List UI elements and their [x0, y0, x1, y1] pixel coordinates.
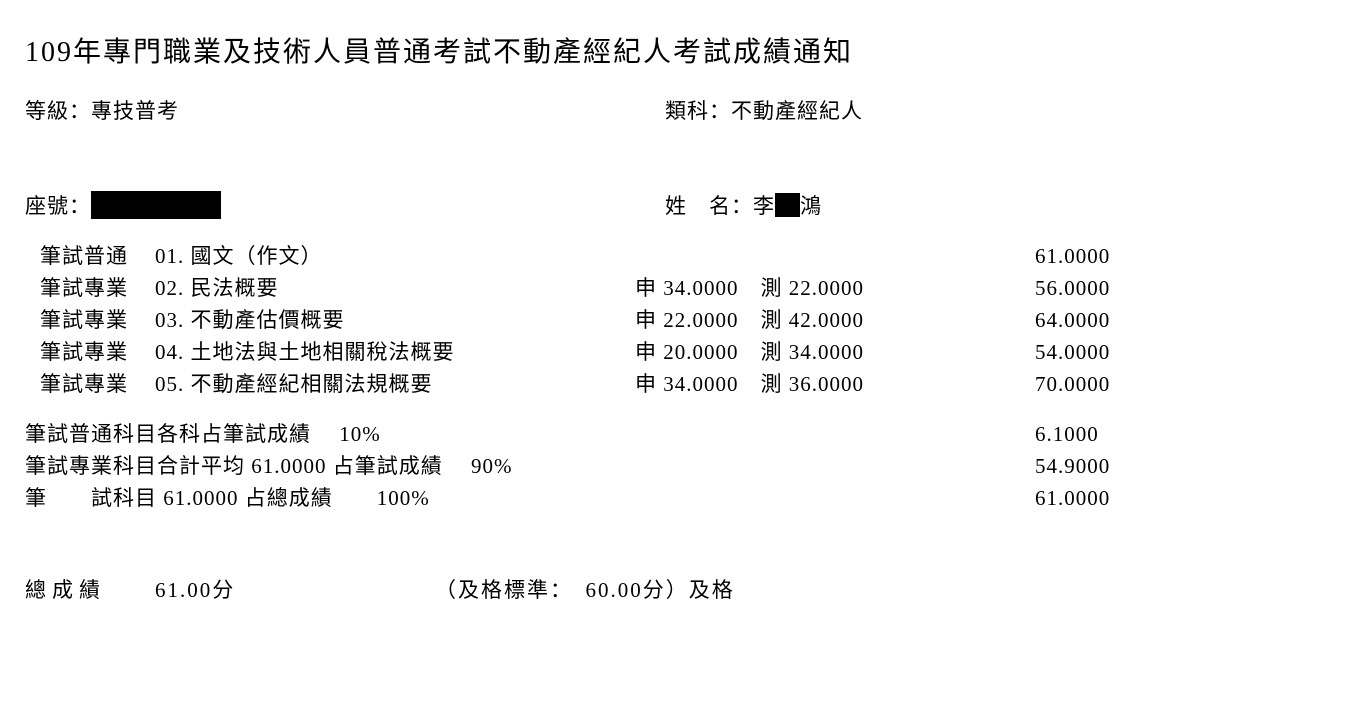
name-label: 姓 名： [665, 190, 753, 220]
subject-category: 筆試專業 [40, 368, 155, 400]
seat-redacted [91, 191, 221, 219]
subject-row: 筆試專業 02. 民法概要 申 34.0000 測 22.0000 56.000… [40, 272, 1334, 304]
level-field: 等級：專技普考 [25, 95, 665, 125]
subjects-list: 筆試普通 01. 國文（作文） 61.0000 筆試專業 02. 民法概要 申 … [40, 240, 1334, 400]
subject-category: 筆試專業 [40, 304, 155, 336]
subject-detail: 申 34.0000 測 22.0000 [635, 272, 1035, 304]
subject-score: 61.0000 [1035, 240, 1165, 272]
summary-row: 筆試普通科目各科占筆試成績 10% 6.1000 [25, 418, 1334, 450]
summary-text: 筆 試科目 61.0000 占總成績 100% [25, 482, 1035, 514]
summary-text: 筆試普通科目各科占筆試成績 10% [25, 418, 1035, 450]
summary-score: 6.1000 [1035, 418, 1165, 450]
summary-row: 筆 試科目 61.0000 占總成績 100% 61.0000 [25, 482, 1334, 514]
name-redacted [775, 193, 800, 217]
subject-name: 03. 不動產估價概要 [155, 304, 635, 336]
subject-score: 70.0000 [1035, 368, 1165, 400]
subject-score: 54.0000 [1035, 336, 1165, 368]
name-surname: 李 [753, 190, 775, 220]
summary-score: 61.0000 [1035, 482, 1165, 514]
subject-detail: 申 34.0000 測 36.0000 [635, 368, 1035, 400]
subject-row: 筆試普通 01. 國文（作文） 61.0000 [40, 240, 1334, 272]
subject-category: 筆試普通 [40, 240, 155, 272]
subject-detail [635, 240, 1035, 272]
subject-row: 筆試專業 04. 土地法與土地相關稅法概要 申 20.0000 測 34.000… [40, 336, 1334, 368]
subject-row: 筆試專業 03. 不動產估價概要 申 22.0000 測 42.0000 64.… [40, 304, 1334, 336]
seat-name-row: 座號： 姓 名：李鴻 [25, 190, 1334, 220]
category-field: 類科：不動產經紀人 [665, 95, 1334, 125]
subject-detail: 申 22.0000 測 42.0000 [635, 304, 1035, 336]
level-value: 專技普考 [91, 99, 179, 123]
level-label: 等級： [25, 99, 91, 123]
subject-category: 筆試專業 [40, 272, 155, 304]
subject-row: 筆試專業 05. 不動產經紀相關法規概要 申 34.0000 測 36.0000… [40, 368, 1334, 400]
total-row: 總成績 61.00分 （及格標準： 60.00分）及格 [25, 574, 1334, 604]
subject-name: 01. 國文（作文） [155, 240, 635, 272]
subject-detail: 申 20.0000 測 34.0000 [635, 336, 1035, 368]
info-row-level-category: 等級：專技普考 類科：不動產經紀人 [25, 95, 1334, 125]
name-field: 姓 名：李鴻 [665, 190, 1334, 220]
summary-section: 筆試普通科目各科占筆試成績 10% 6.1000 筆試專業科目合計平均 61.0… [25, 418, 1334, 514]
seat-label: 座號： [25, 190, 91, 220]
summary-score: 54.9000 [1035, 450, 1165, 482]
summary-text: 筆試專業科目合計平均 61.0000 占筆試成績 90% [25, 450, 1035, 482]
subject-name: 05. 不動產經紀相關法規概要 [155, 368, 635, 400]
name-given: 鴻 [800, 190, 822, 220]
seat-field: 座號： [25, 190, 665, 220]
subject-category: 筆試專業 [40, 336, 155, 368]
total-pass-line: （及格標準： 60.00分）及格 [435, 574, 1334, 604]
summary-row: 筆試專業科目合計平均 61.0000 占筆試成績 90% 54.9000 [25, 450, 1334, 482]
document-title: 109年專門職業及技術人員普通考試不動產經紀人考試成績通知 [25, 30, 1334, 70]
subject-score: 56.0000 [1035, 272, 1165, 304]
category-label: 類科： [665, 99, 731, 123]
subject-score: 64.0000 [1035, 304, 1165, 336]
total-score: 61.00分 [155, 574, 435, 604]
category-value: 不動產經紀人 [731, 99, 863, 123]
total-label: 總成績 [25, 574, 155, 604]
subject-name: 04. 土地法與土地相關稅法概要 [155, 336, 635, 368]
subject-name: 02. 民法概要 [155, 272, 635, 304]
